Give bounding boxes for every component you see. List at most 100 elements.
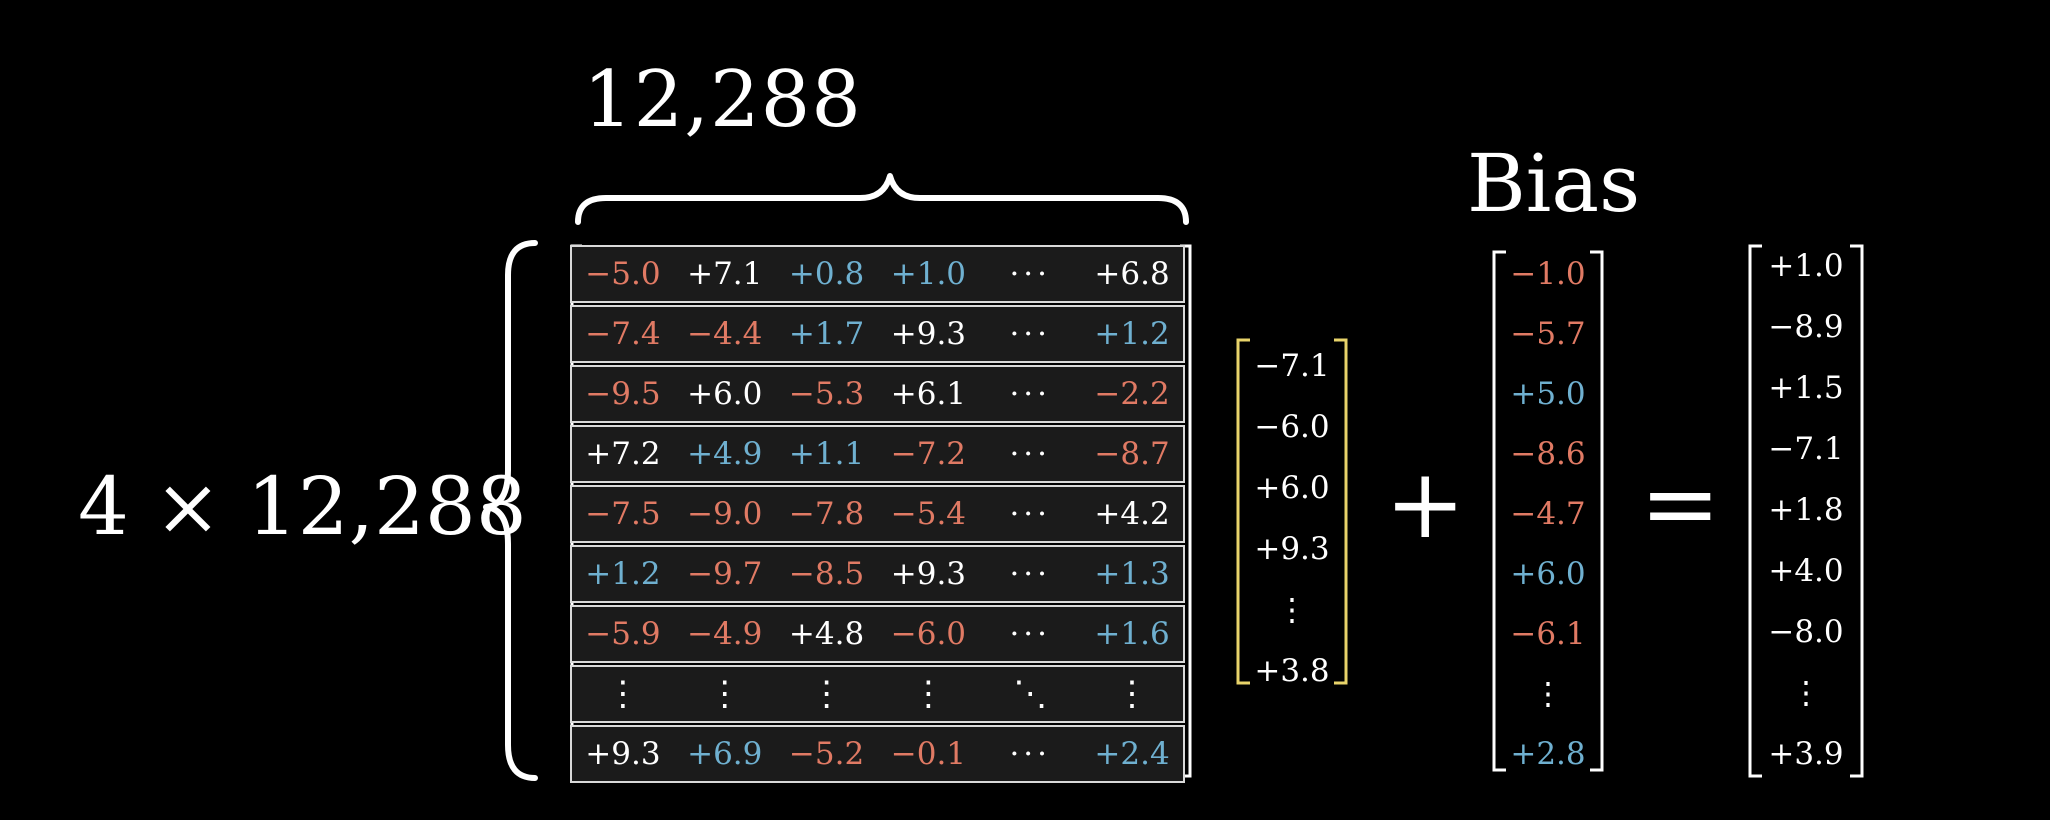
- column-count-label: 12,288: [583, 55, 862, 145]
- matrix-cell: −4.9: [687, 616, 763, 652]
- bias-vector: −1.0 −5.7 +5.0 −8.6 −4.7 +6.0 −6.1 ⋮ +2.8: [1504, 250, 1592, 772]
- matrix-cell: −7.5: [585, 496, 661, 532]
- matrix-cell: +4.9: [687, 436, 763, 472]
- matrix-row: +1.2 −9.7 −8.5 +9.3 ··· +1.3: [570, 545, 1185, 603]
- matrix-cell: −5.9: [585, 616, 661, 652]
- matrix-cell: ⋮: [1115, 674, 1150, 714]
- vector-entry: −6.1: [1510, 616, 1586, 652]
- matrix-cell: +9.3: [585, 736, 661, 772]
- input-left-bracket: [1236, 338, 1250, 685]
- vector-entry: −5.7: [1510, 316, 1586, 352]
- matrix-cell: −7.4: [585, 316, 661, 352]
- matrix-cell: +9.3: [890, 556, 967, 592]
- output-left-bracket: [1748, 244, 1762, 778]
- matrix-cell: +4.8: [788, 616, 865, 652]
- matrix-cell: ···: [1009, 616, 1051, 652]
- weight-matrix: −5.0 +7.1 +0.8 +1.0 ··· +6.8 −7.4 −4.4 +1.7 +9.3 ·…: [570, 245, 1185, 785]
- vector-entry: +2.8: [1510, 736, 1586, 772]
- matrix-cell: +0.8: [788, 256, 865, 292]
- matrix-cell: +9.3: [890, 316, 967, 352]
- matrix-cell: ⋮: [911, 674, 946, 714]
- matrix-cell: ⋮: [809, 674, 844, 714]
- matrix-cell: +6.8: [1094, 256, 1170, 292]
- vector-entry: +6.0: [1510, 556, 1586, 592]
- bias-right-bracket: [1590, 250, 1604, 772]
- output-right-bracket: [1850, 244, 1864, 778]
- vector-entry: +1.5: [1768, 370, 1844, 406]
- matrix-dimension-label: 4 × 12,288: [78, 460, 527, 553]
- left-curly-brace: [483, 240, 538, 781]
- matrix-cell: ···: [1009, 256, 1051, 292]
- matrix-cell: +6.0: [687, 376, 763, 412]
- matrix-cell: −5.4: [890, 496, 967, 532]
- vector-entry: −7.1: [1254, 348, 1330, 384]
- vector-entry: ⋮: [1790, 675, 1822, 711]
- matrix-row: −9.5 +6.0 −5.3 +6.1 ··· −2.2: [570, 365, 1185, 423]
- matrix-row: −5.9 −4.9 +4.8 −6.0 ··· +1.6: [570, 605, 1185, 663]
- vector-entry: +1.8: [1768, 492, 1844, 528]
- matrix-cell: −9.0: [687, 496, 763, 532]
- plus-sign: +: [1385, 448, 1466, 560]
- vector-entry: +1.0: [1768, 248, 1844, 284]
- matrix-cell: −9.5: [585, 376, 661, 412]
- matrix-cell: −9.7: [687, 556, 763, 592]
- input-vector: −7.1 −6.0 +6.0 +9.3 ⋮ +3.8: [1248, 338, 1336, 689]
- matrix-cell: ···: [1009, 376, 1051, 412]
- matrix-right-bracket: [1180, 244, 1192, 778]
- vector-entry: −7.1: [1768, 431, 1844, 467]
- matrix-row: −7.5 −9.0 −7.8 −5.4 ··· +4.2: [570, 485, 1185, 543]
- matrix-cell: −5.2: [788, 736, 865, 772]
- matrix-cell: +7.1: [687, 256, 763, 292]
- matrix-cell: +1.6: [1094, 616, 1170, 652]
- matrix-cell: ⋮: [707, 674, 742, 714]
- matrix-cell: +6.9: [687, 736, 763, 772]
- matrix-cell: −5.3: [788, 376, 865, 412]
- vector-entry: +6.0: [1254, 470, 1330, 506]
- matrix-cell: +1.2: [585, 556, 661, 592]
- bias-left-bracket: [1492, 250, 1506, 772]
- matrix-cell: −8.7: [1094, 436, 1170, 472]
- vector-entry: −8.6: [1510, 436, 1586, 472]
- matrix-cell: ···: [1009, 736, 1051, 772]
- matrix-cell: −4.4: [687, 316, 763, 352]
- matrix-cell: +1.2: [1094, 316, 1170, 352]
- output-vector: +1.0 −8.9 +1.5 −7.1 +1.8 +4.0 −8.0 ⋮ +3.9: [1760, 244, 1852, 774]
- matrix-cell: −8.5: [788, 556, 865, 592]
- vector-entry: −8.0: [1768, 614, 1844, 650]
- matrix-cell: +1.1: [788, 436, 865, 472]
- matrix-cell: ···: [1009, 316, 1051, 352]
- matrix-cell: ⋮: [605, 674, 640, 714]
- vector-entry: +9.3: [1254, 531, 1330, 567]
- matrix-row: ⋮ ⋮ ⋮ ⋮ ⋱ ⋮: [570, 665, 1185, 723]
- matrix-row: +7.2 +4.9 +1.1 −7.2 ··· −8.7: [570, 425, 1185, 483]
- input-right-bracket: [1334, 338, 1348, 685]
- matrix-cell: +2.4: [1094, 736, 1170, 772]
- vector-entry: +5.0: [1510, 376, 1586, 412]
- matrix-row: −7.4 −4.4 +1.7 +9.3 ··· +1.2: [570, 305, 1185, 363]
- vector-entry: −1.0: [1510, 256, 1586, 292]
- matrix-cell: +6.1: [890, 376, 967, 412]
- top-curly-brace: [575, 173, 1189, 225]
- matrix-cell: +1.3: [1094, 556, 1170, 592]
- matrix-cell: ···: [1009, 496, 1051, 532]
- matrix-row: +9.3 +6.9 −5.2 −0.1 ··· +2.4: [570, 725, 1185, 783]
- vector-entry: +3.8: [1254, 653, 1330, 689]
- vector-entry: +3.9: [1768, 736, 1844, 772]
- matrix-cell: +1.7: [788, 316, 865, 352]
- matrix-cell: +1.0: [890, 256, 967, 292]
- matrix-cell: −5.0: [585, 256, 661, 292]
- matrix-cell: −2.2: [1094, 376, 1170, 412]
- equals-sign: =: [1640, 448, 1721, 560]
- vector-entry: +4.0: [1768, 553, 1844, 589]
- matrix-cell: +7.2: [585, 436, 661, 472]
- vector-entry: −6.0: [1254, 409, 1330, 445]
- matrix-cell: ⋱: [1013, 674, 1048, 714]
- matrix-cell: −0.1: [890, 736, 967, 772]
- matrix-row: −5.0 +7.1 +0.8 +1.0 ··· +6.8: [570, 245, 1185, 303]
- vector-entry: ⋮: [1276, 592, 1308, 628]
- vector-entry: −8.9: [1768, 309, 1844, 345]
- matrix-cell: −7.2: [890, 436, 967, 472]
- vector-entry: −4.7: [1510, 496, 1586, 532]
- matrix-cell: −7.8: [788, 496, 865, 532]
- matrix-cell: ···: [1009, 556, 1051, 592]
